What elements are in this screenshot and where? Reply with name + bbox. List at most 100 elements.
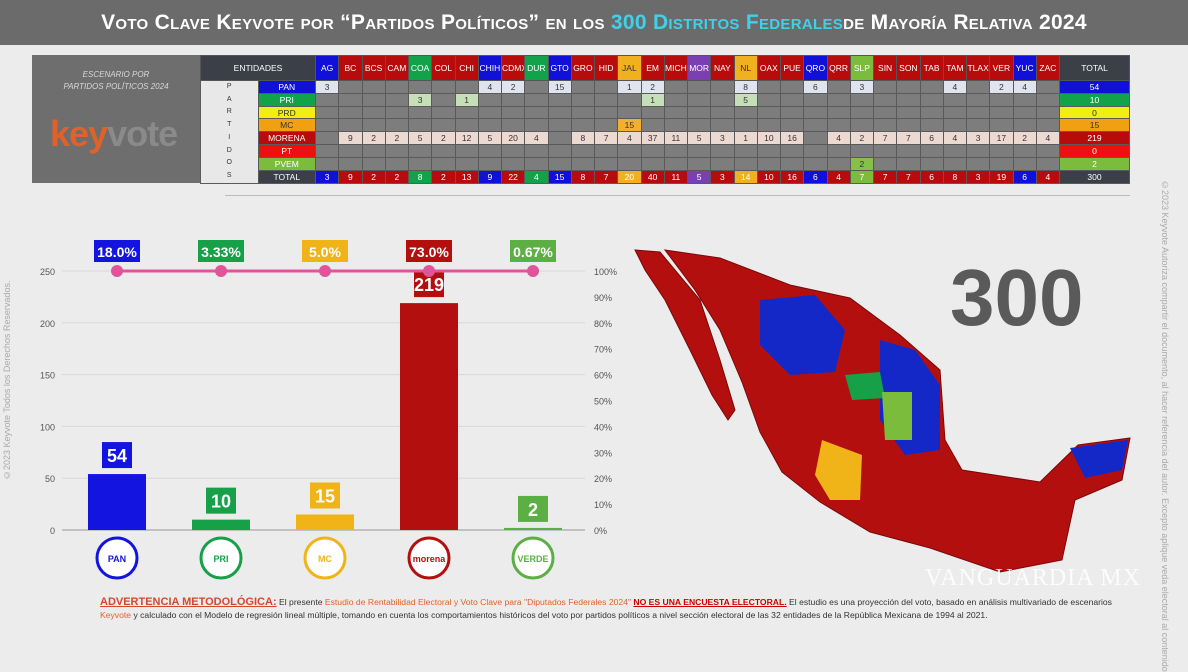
cell [1035,156,1061,171]
y-tick-label: 0 [50,526,55,536]
cell: 3 [407,92,433,107]
y2-tick-label: 40% [594,422,612,432]
y-tick-label: 250 [40,267,55,277]
cell [314,156,340,171]
cell [500,92,526,107]
cell [361,156,386,171]
state-total: 40 [640,169,665,184]
cell [314,105,340,120]
cell [454,118,479,133]
bar-mc [296,514,354,530]
state-header-chih: CHIH [477,55,503,81]
cell [826,92,851,107]
page-title: Voto Clave Keyvote por “Partidos Polític… [0,0,1188,45]
cell [710,156,735,171]
cell [919,156,944,171]
cell [338,118,363,133]
state-header-son: SON [896,55,921,81]
cell: 1 [640,92,665,107]
cell [710,144,735,158]
party-total-morena: 219 [1059,131,1130,146]
cell [361,105,386,120]
cell [570,156,596,171]
cell [500,105,526,120]
cell [919,144,944,158]
cell [896,144,921,158]
cell [454,156,479,171]
cell: 5 [477,131,503,146]
cell: 6 [919,131,944,146]
title-text: Voto Clave Keyvote por “Partidos Polític… [101,10,605,34]
cell [663,105,689,120]
cell [1035,92,1061,107]
cell: 4 [477,80,503,94]
cell: 8 [733,80,758,94]
cell [942,105,968,120]
state-total: 7 [872,169,898,184]
state-total: 4 [524,169,549,184]
cell [756,144,782,158]
cell [803,105,828,120]
cell [849,118,875,133]
cell [965,80,991,94]
state-header-mor: MOR [686,55,712,81]
cell [570,105,596,120]
percent-point [215,265,227,277]
state-header-pue: PUE [779,55,805,81]
cell [733,118,758,133]
cell [524,118,549,133]
cell [1012,92,1037,107]
y2-tick-label: 60% [594,371,612,381]
cell [756,105,782,120]
state-header-tab: TAB [919,55,944,81]
cell [640,105,665,120]
state-total: 2 [361,169,386,184]
state-header-tlax: TLAX [965,55,991,81]
cell [989,144,1014,158]
state-header-gto: GTO [547,55,572,81]
keyvote-logo: keyvote [50,113,178,154]
state-total: 2 [431,169,456,184]
cell [640,156,665,171]
cell [547,92,572,107]
cell [779,105,805,120]
total-header: TOTAL [1059,55,1130,81]
percent-box [510,240,556,262]
cell [942,92,968,107]
state-total: 13 [454,169,479,184]
cell: 4 [942,80,968,94]
state-total: 3 [314,169,340,184]
cell [384,80,410,94]
cell [803,118,828,133]
state-total: 19 [989,169,1014,184]
cell: 5 [407,131,433,146]
state-total: 20 [617,169,642,184]
party-logo-text: morena [413,554,447,564]
state-total: 7 [849,169,875,184]
state-total: 9 [338,169,363,184]
cell [593,144,619,158]
cell [965,118,991,133]
cell [686,156,712,171]
cell [617,144,642,158]
state-header-coa: COA [407,55,433,81]
cell [384,92,410,107]
cell: 3 [710,131,735,146]
cell [872,144,898,158]
cell [663,118,689,133]
cell: 2 [361,131,386,146]
cell [384,144,410,158]
y2-tick-label: 70% [594,345,612,355]
percent-point [111,265,123,277]
cell [686,118,712,133]
cell: 7 [593,131,619,146]
cell [477,144,503,158]
cell [431,92,456,107]
cell [756,118,782,133]
cell [663,92,689,107]
cell [872,118,898,133]
party-logo-verde [511,536,555,580]
cell: 20 [500,131,526,146]
total-districts: 300 [950,253,1084,342]
